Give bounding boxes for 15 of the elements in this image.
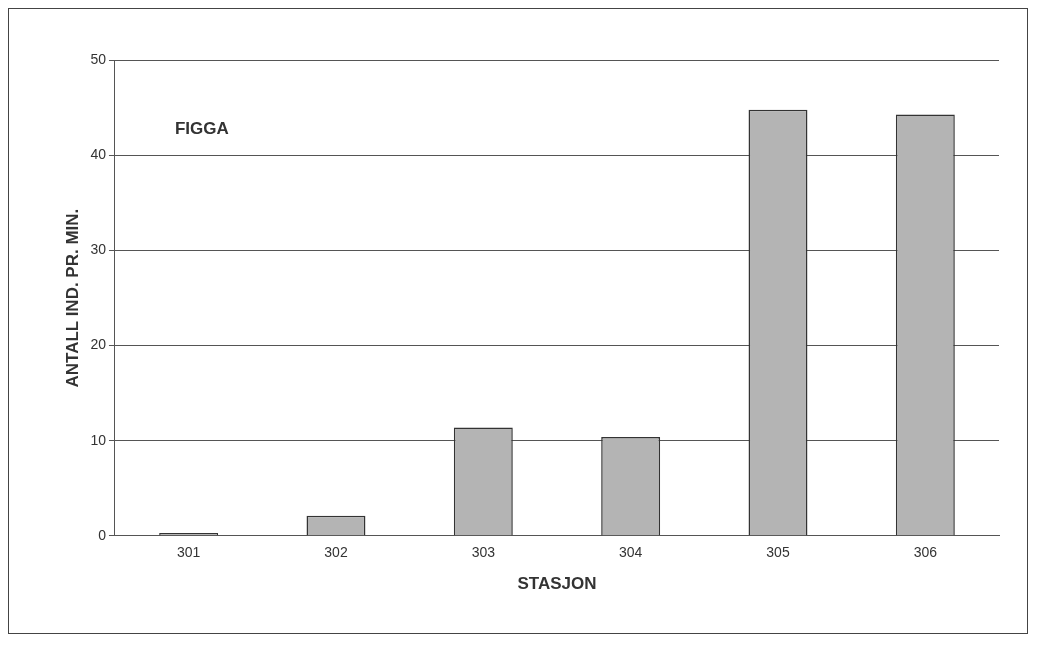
y-tick-label: 20 [90, 336, 107, 353]
y-tick-label: 50 [90, 51, 107, 68]
y-axis-title: ANTALL IND. PR. MIN. [62, 208, 82, 388]
x-tick-label: 305 [766, 544, 790, 561]
x-tick-label: 303 [471, 544, 496, 561]
y-tick-label: 30 [90, 241, 107, 258]
x-axis-title: STASJON [517, 574, 597, 594]
y-tick-label: 10 [90, 431, 107, 448]
x-tick-label: 301 [176, 544, 201, 561]
x-tick-label: 306 [913, 544, 938, 561]
x-tick-label: 302 [324, 544, 348, 561]
x-tick-label: 304 [618, 544, 643, 561]
y-tick-label: 0 [98, 526, 107, 543]
y-tick-label: 40 [90, 146, 107, 163]
annotation: FIGGA [174, 118, 229, 138]
